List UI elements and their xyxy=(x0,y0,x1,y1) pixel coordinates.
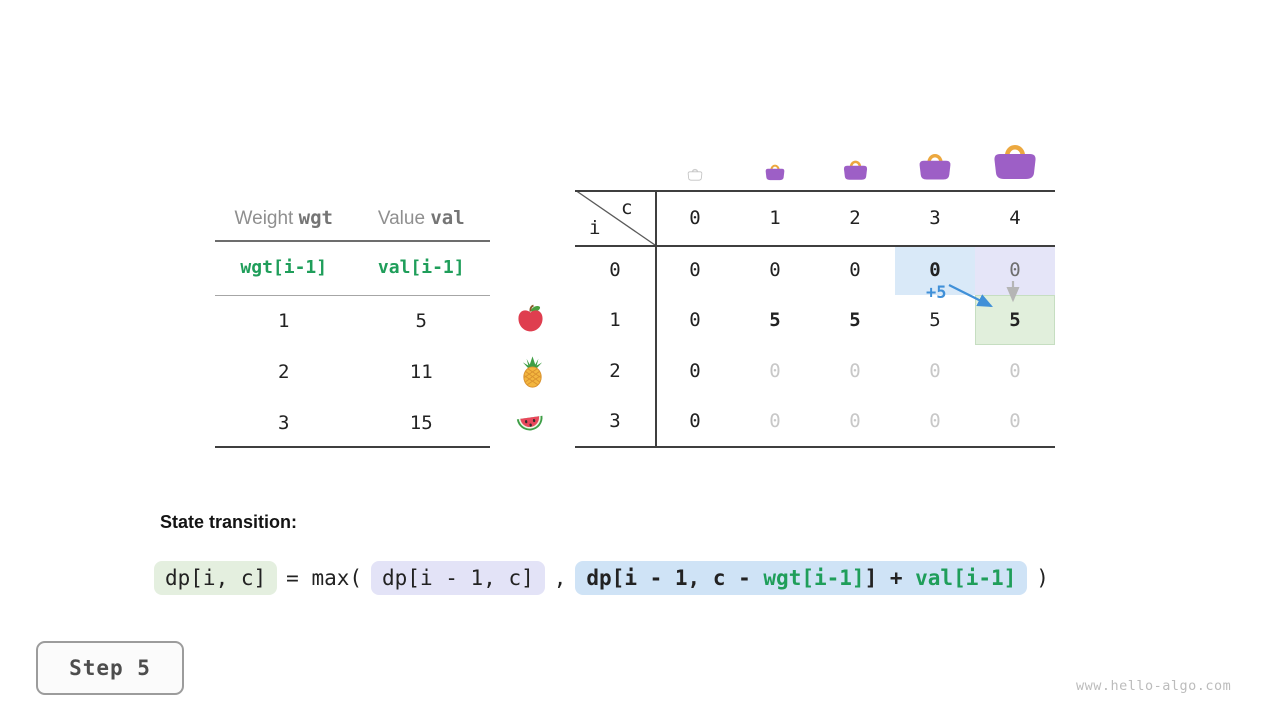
value-header-label: Value xyxy=(377,207,426,229)
weight-cell: 2 xyxy=(278,360,290,383)
weights-table-code-row: wgt[i-1] val[i-1] xyxy=(215,240,490,295)
handbag-icon xyxy=(917,148,953,181)
dp-corner-cell: c i xyxy=(575,190,655,245)
dp-row-0: 0 0 0 0 0 0 xyxy=(575,245,1055,295)
value-cell: 11 xyxy=(409,360,433,383)
divider xyxy=(655,190,657,446)
weight-header-code: wgt xyxy=(298,206,333,229)
dp-row-label: 2 xyxy=(609,360,621,382)
dp-col-header-3: 3 xyxy=(929,206,941,229)
divider xyxy=(215,446,490,448)
dp-cell-2-2: 0 xyxy=(849,360,861,382)
state-transition-formula: dp[i, c] = max( dp[i - 1, c] , dp[i - 1,… xyxy=(154,561,1049,595)
step-badge: Step 5 xyxy=(36,641,184,695)
dp-row-label: 0 xyxy=(609,259,621,281)
weights-table-header: Weight wgt Value val xyxy=(215,196,490,240)
dp-cell-2-1: 0 xyxy=(769,360,781,382)
val-code-cell: val[i-1] xyxy=(377,257,465,278)
handbag-icon xyxy=(842,156,869,181)
dp-row-3: 3 0 0 0 0 0 xyxy=(575,396,1055,446)
dp-row-label: 3 xyxy=(609,410,621,432)
dp-cell-2-3: 0 xyxy=(929,360,941,382)
choose-item-term: dp[i - 1, c - wgt[i-1]] + val[i-1] xyxy=(575,561,1028,595)
corner-diagonal-line xyxy=(575,190,655,245)
handbag-icon xyxy=(764,161,786,181)
handbag-outline-icon xyxy=(687,166,703,181)
weight-cell: 3 xyxy=(278,411,290,434)
site-watermark: www.hello-algo.com xyxy=(1076,678,1232,694)
dp-cell-1-1: 5 xyxy=(769,309,781,331)
divider xyxy=(575,190,1055,192)
dp-cell-1-4: 5 xyxy=(975,295,1055,345)
choose-term-mid: ] + xyxy=(864,566,916,590)
dp-col-header-0: 0 xyxy=(689,206,701,229)
dp-cell-2-4: 0 xyxy=(1009,360,1021,382)
item-axis-label: i xyxy=(589,217,601,239)
dp-col-header-1: 1 xyxy=(769,206,781,229)
divider xyxy=(575,446,1055,448)
apple-icon xyxy=(518,304,543,332)
value-header-code: val xyxy=(430,206,465,229)
handbag-icon xyxy=(991,137,1039,181)
dp-cell-0-0: 0 xyxy=(689,259,701,281)
dp-row-1: 1 0 5 5 5 5 xyxy=(575,295,1055,345)
dp-cell-1-2: 5 xyxy=(849,309,861,331)
divider xyxy=(215,240,490,242)
dp-cell-3-1: 0 xyxy=(769,410,781,432)
value-column-header: Value val xyxy=(353,207,491,230)
dp-cell-0-1: 0 xyxy=(769,259,781,281)
divider xyxy=(575,245,1055,247)
wgt-code-cell: wgt[i-1] xyxy=(240,257,328,278)
wgt-token: wgt[i-1] xyxy=(763,566,865,590)
weight-cell: 1 xyxy=(278,309,290,332)
dp-cell-1-3: 5 xyxy=(929,309,941,331)
dp-cell-3-4: 0 xyxy=(1009,410,1021,432)
dp-col-header-2: 2 xyxy=(849,206,861,229)
watermelon-icon xyxy=(516,415,543,431)
comma-text: , xyxy=(553,566,567,590)
dp-cell-2-0: 0 xyxy=(689,360,701,382)
value-cell: 15 xyxy=(409,411,433,434)
value-cell: 5 xyxy=(415,309,427,332)
choose-term-prefix: dp[i - 1, c - xyxy=(586,566,764,590)
dp-current-term: dp[i, c] xyxy=(154,561,278,595)
dp-cell-0-4: 0 xyxy=(975,245,1055,295)
dp-col-header-4: 4 xyxy=(1009,206,1021,229)
dp-cell-0-2: 0 xyxy=(849,259,861,281)
dp-cell-3-2: 0 xyxy=(849,410,861,432)
state-transition-heading: State transition: xyxy=(160,512,298,532)
weight-column-header: Weight wgt xyxy=(215,207,353,230)
weights-table-row-1: 1 5 xyxy=(215,295,490,346)
weights-table-row-3: 3 15 xyxy=(215,397,490,448)
weights-values-table: Weight wgt Value val wgt[i-1] val[i-1] 1… xyxy=(215,196,490,448)
plus-five-annotation: +5 xyxy=(926,283,947,303)
dp-cell-3-0: 0 xyxy=(689,410,701,432)
close-paren-text: ) xyxy=(1036,566,1049,590)
dp-row-label: 1 xyxy=(609,309,621,331)
dp-table: 0 0 0 0 0 0 1 0 5 5 5 5 2 0 0 0 0 0 3 0 … xyxy=(575,190,1055,448)
divider xyxy=(215,295,490,296)
dp-cell-1-0: 0 xyxy=(689,309,701,331)
weight-header-label: Weight xyxy=(234,207,294,229)
skip-item-term: dp[i - 1, c] xyxy=(371,561,545,595)
val-token: val[i-1] xyxy=(915,566,1017,590)
dp-row-2: 2 0 0 0 0 0 xyxy=(575,346,1055,396)
dp-column-headers: 0 1 2 3 4 xyxy=(655,190,1055,245)
weights-table-row-2: 2 11 xyxy=(215,346,490,397)
equals-max-text: = max( xyxy=(286,566,363,590)
capacity-axis-label: c xyxy=(621,197,633,219)
pineapple-icon xyxy=(522,356,543,388)
dp-cell-3-3: 0 xyxy=(929,410,941,432)
